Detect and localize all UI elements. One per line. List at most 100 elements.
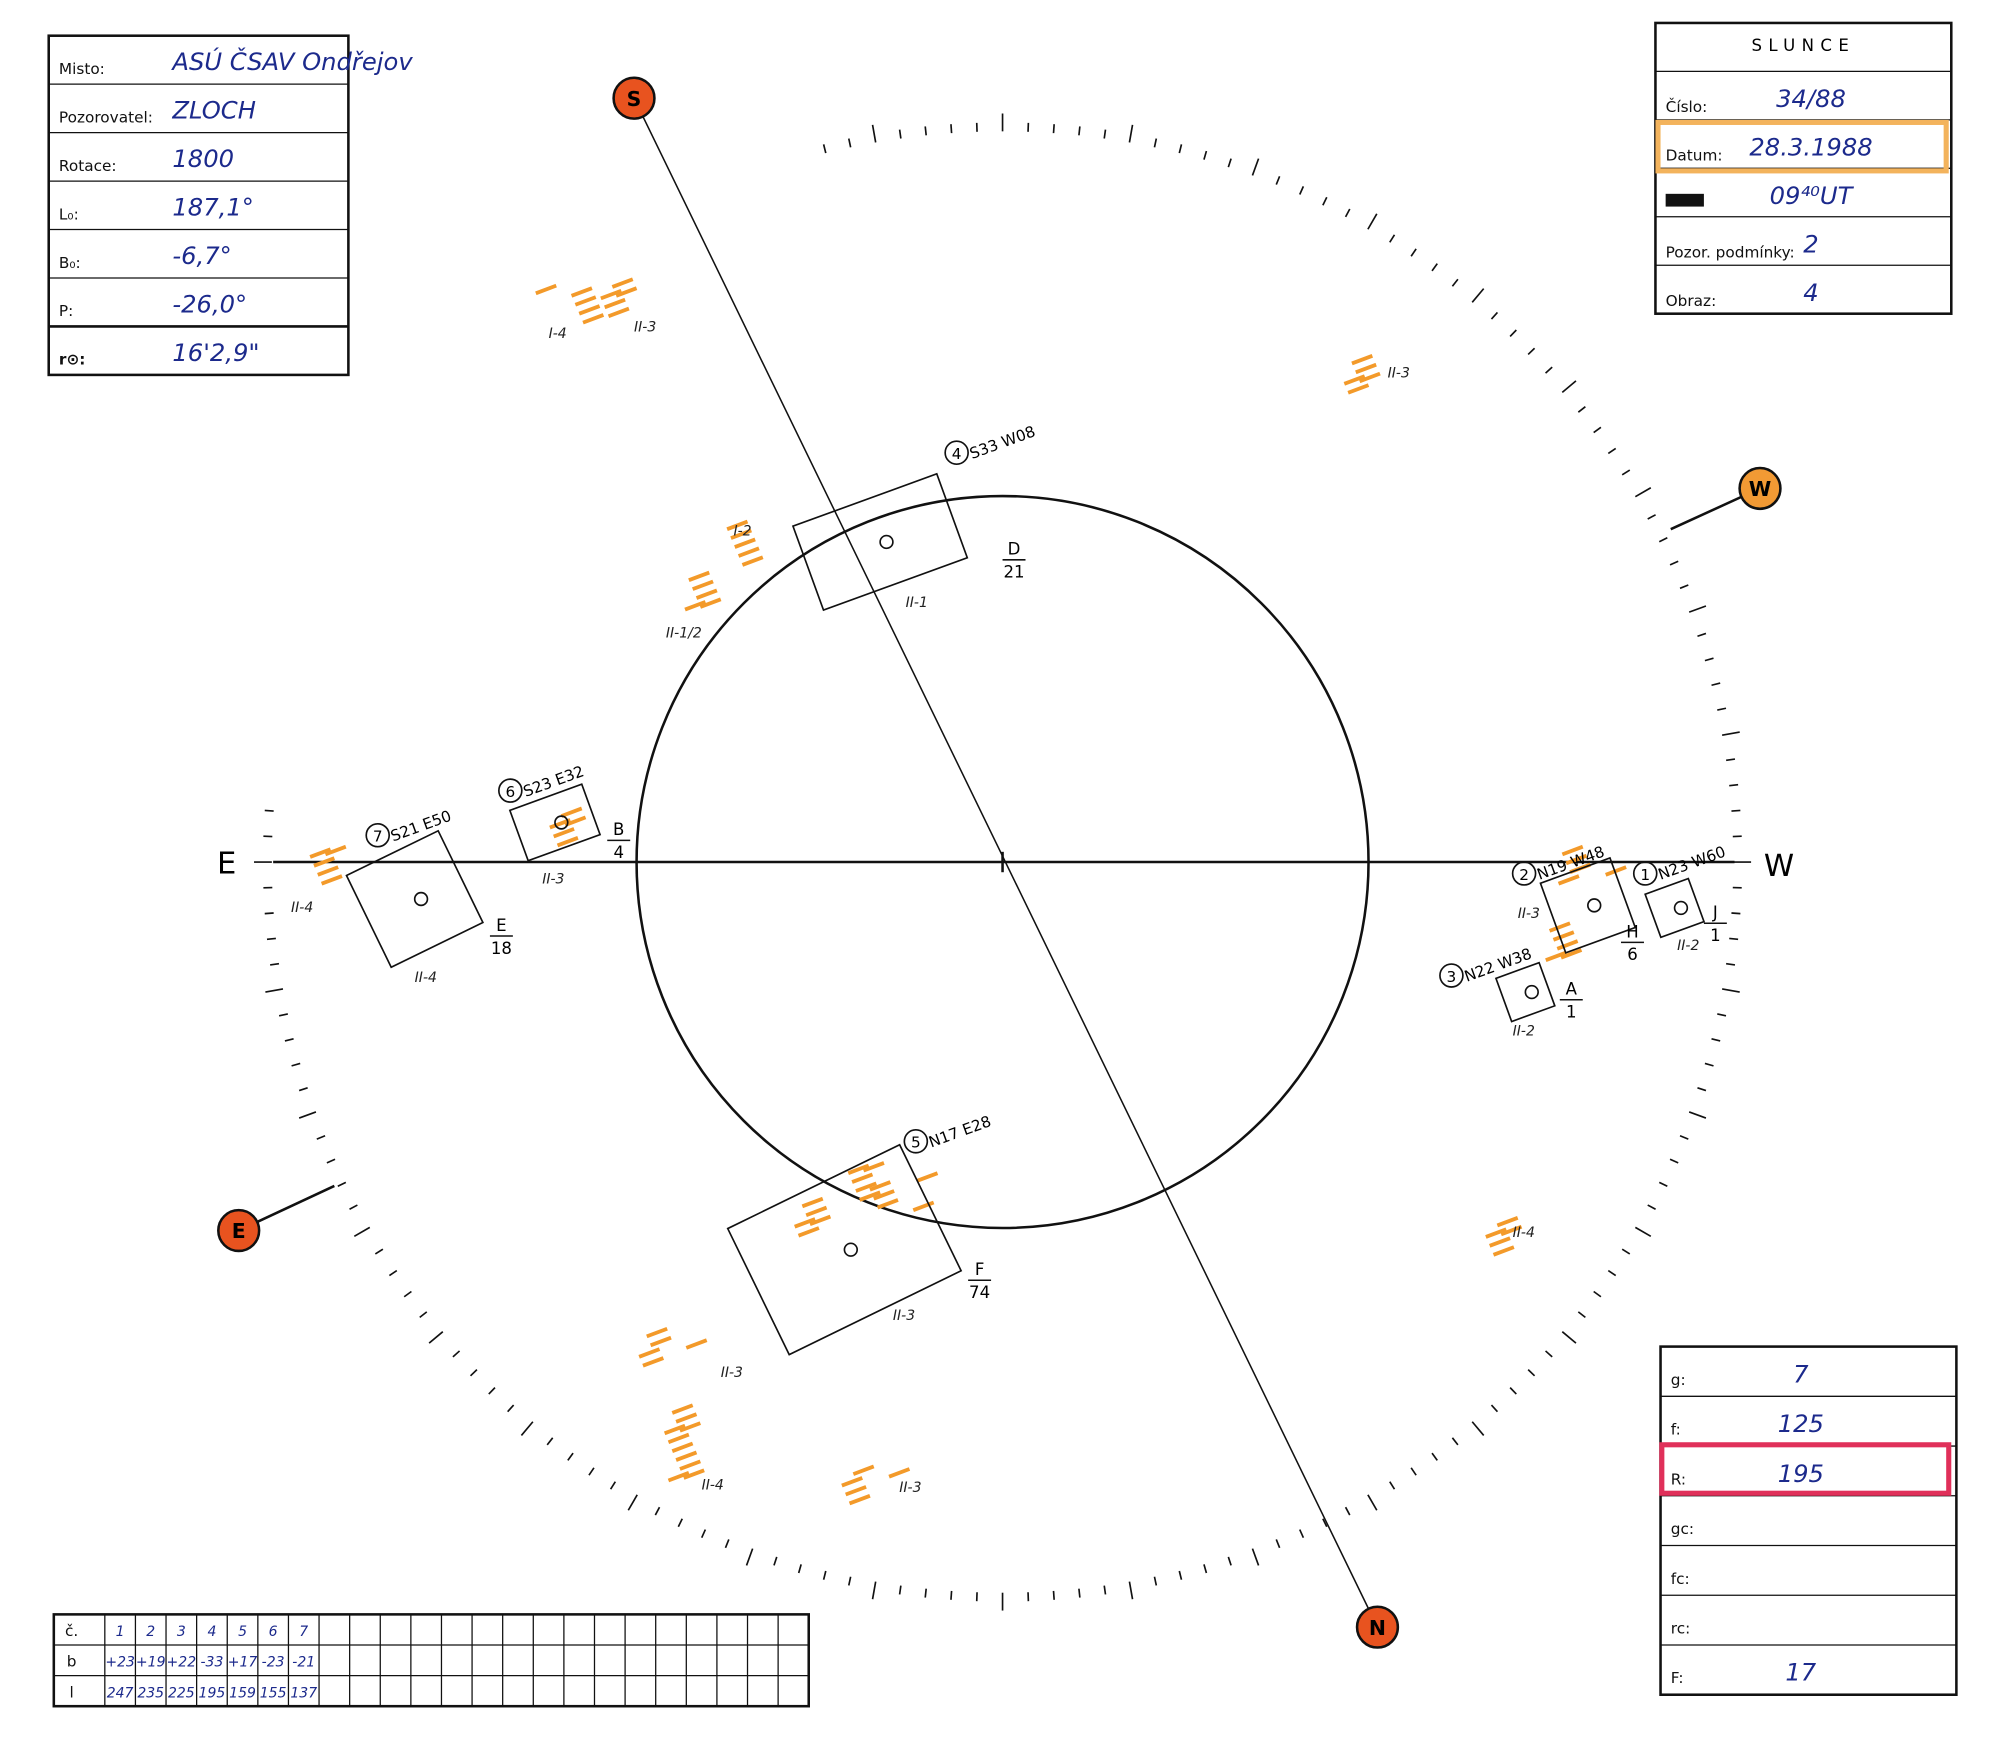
field-value: 125 bbox=[1778, 1410, 1824, 1438]
rule bbox=[1726, 962, 1736, 966]
field-label: gc: bbox=[1671, 1520, 1694, 1538]
rule bbox=[353, 1226, 371, 1238]
rule bbox=[1322, 1518, 1328, 1528]
rule bbox=[1679, 1134, 1689, 1140]
group-count: 18 bbox=[491, 939, 512, 958]
facula-annotation: II-1/2 bbox=[666, 626, 702, 642]
rule bbox=[1729, 937, 1739, 941]
group-count: 1 bbox=[1710, 926, 1721, 945]
field-label: L₀: bbox=[59, 205, 79, 223]
facula-annotation: II-3 bbox=[893, 1308, 915, 1324]
table-cell: -21 bbox=[292, 1655, 315, 1671]
rule bbox=[600, 288, 622, 301]
rule bbox=[611, 277, 634, 289]
rule bbox=[646, 1326, 668, 1339]
rule bbox=[264, 809, 274, 812]
rule bbox=[1711, 1037, 1721, 1042]
facula-annotation: II-1 bbox=[906, 595, 928, 611]
field-label: P: bbox=[59, 302, 73, 320]
rule bbox=[1203, 150, 1208, 160]
field-value: 16'2,9" bbox=[172, 339, 259, 367]
rule bbox=[1607, 1269, 1617, 1277]
rule bbox=[556, 836, 579, 848]
rule bbox=[1731, 809, 1741, 812]
rule bbox=[1621, 1248, 1631, 1255]
field-value: 09⁴⁰UT bbox=[1770, 182, 1855, 210]
rule bbox=[679, 1421, 702, 1433]
group-number-circle bbox=[365, 822, 391, 848]
rule bbox=[809, 1214, 832, 1226]
axis-west: W bbox=[1764, 849, 1794, 884]
table-cell: 4 bbox=[207, 1624, 216, 1640]
rule bbox=[898, 1585, 902, 1595]
cardinal-marker bbox=[612, 76, 656, 120]
rule bbox=[266, 937, 276, 941]
rule bbox=[869, 1180, 892, 1192]
group-box bbox=[508, 783, 602, 862]
rule bbox=[924, 126, 927, 136]
rule bbox=[1275, 175, 1281, 185]
rule bbox=[1679, 584, 1689, 590]
rule bbox=[1621, 469, 1631, 476]
rule bbox=[847, 1576, 852, 1586]
rule bbox=[1355, 362, 1377, 375]
group-number: 6 bbox=[505, 783, 515, 801]
rule bbox=[1298, 1529, 1305, 1539]
rule bbox=[1153, 138, 1158, 148]
group-number: 1 bbox=[1640, 866, 1650, 884]
facula-annotation: I-2 bbox=[733, 524, 751, 540]
group-class: A bbox=[1566, 980, 1578, 999]
rule bbox=[745, 1548, 754, 1566]
rule bbox=[1721, 988, 1740, 993]
rule bbox=[852, 1464, 875, 1476]
rule bbox=[1561, 380, 1577, 393]
rule bbox=[847, 1163, 870, 1175]
rule bbox=[671, 1403, 694, 1415]
rule bbox=[805, 1205, 828, 1218]
rule bbox=[264, 912, 274, 915]
rule bbox=[1389, 234, 1396, 243]
rule bbox=[1471, 288, 1485, 303]
rule bbox=[950, 1590, 953, 1600]
rule bbox=[1697, 1087, 1707, 1092]
rule bbox=[1557, 874, 1580, 886]
table-cell: 137 bbox=[290, 1685, 317, 1701]
rule bbox=[1544, 1350, 1553, 1358]
rule bbox=[1634, 487, 1652, 498]
table-cell: 1 bbox=[116, 1624, 125, 1640]
rule bbox=[683, 1468, 705, 1480]
rule bbox=[667, 1471, 690, 1483]
rule bbox=[1344, 1506, 1351, 1516]
cardinal-label: N bbox=[1369, 1616, 1386, 1640]
table-cell: 235 bbox=[137, 1685, 164, 1701]
rule bbox=[1347, 383, 1370, 395]
table-cell: 2 bbox=[146, 1624, 155, 1640]
facula-annotation: II-4 bbox=[1513, 1225, 1535, 1241]
rule bbox=[588, 1467, 595, 1476]
table-cell: +23 bbox=[105, 1655, 135, 1671]
field-label: Obraz: bbox=[1666, 292, 1717, 310]
rule bbox=[349, 1204, 358, 1210]
rule bbox=[1669, 560, 1679, 566]
rule bbox=[730, 528, 753, 540]
table-cell: +22 bbox=[167, 1655, 197, 1671]
field-value: -26,0° bbox=[172, 290, 247, 318]
field-label: Datum: bbox=[1666, 147, 1723, 165]
field-label: f: bbox=[1671, 1421, 1681, 1439]
rule bbox=[1488, 1236, 1511, 1248]
rule bbox=[1704, 1062, 1714, 1067]
rule bbox=[1078, 1588, 1081, 1598]
rule bbox=[1647, 514, 1656, 520]
rule bbox=[685, 1338, 708, 1350]
rule bbox=[912, 1200, 935, 1212]
facula-annotation: II-2 bbox=[1677, 938, 1699, 954]
group-box bbox=[1494, 961, 1556, 1023]
field-value: 1800 bbox=[172, 145, 234, 173]
group-count: 21 bbox=[1003, 563, 1024, 582]
group-class: B bbox=[613, 820, 624, 839]
rule bbox=[627, 1494, 638, 1511]
table-frame bbox=[52, 1613, 810, 1708]
rule bbox=[1344, 208, 1351, 218]
sunspot bbox=[879, 534, 894, 550]
rule bbox=[851, 1172, 874, 1184]
